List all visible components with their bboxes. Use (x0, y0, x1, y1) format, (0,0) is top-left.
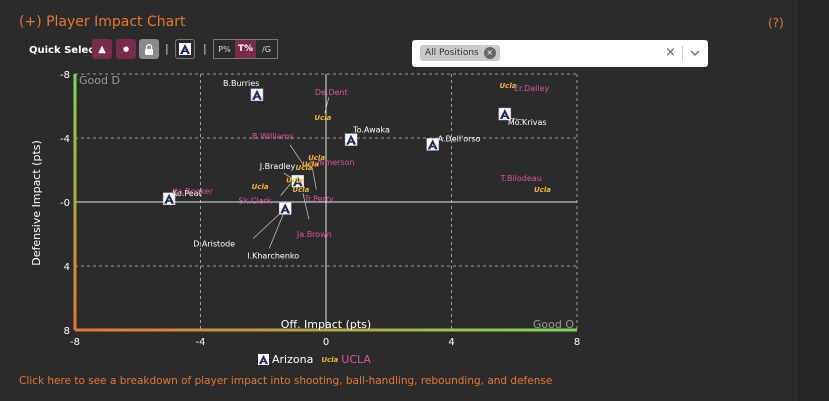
arizona-point (278, 202, 292, 215)
clear-selection-icon[interactable]: × (665, 45, 676, 60)
ucla-logo-icon: Ucla (321, 355, 339, 364)
y-tick-label: 4 (64, 262, 70, 273)
lock-filter-button[interactable] (139, 39, 159, 59)
point-label: To.Awaka (352, 126, 390, 135)
ucla-point: Ucla (286, 177, 303, 185)
ucla-point: Ucla (534, 186, 551, 194)
separator: | (203, 42, 207, 55)
arizona-point (162, 192, 176, 206)
point-label: B.Burries (223, 79, 259, 88)
point-label: J.Bradley (259, 162, 296, 171)
leader-line (268, 214, 284, 249)
quick-select-label: Quick Select: (29, 45, 104, 56)
point-label: Er.Dailey (514, 84, 550, 93)
y-axis-label: Defensive Impact (pts) (30, 140, 43, 266)
help-link[interactable]: (?) (768, 16, 784, 30)
y-tick-label: 8 (64, 326, 70, 337)
point-label: S.Jamerson (310, 158, 355, 167)
arizona-marker-hole (284, 207, 287, 210)
leader-line (324, 97, 330, 114)
ucla-point: Ucla (292, 186, 309, 194)
x-tick-label: 0 (323, 337, 329, 348)
ucla-point: Ucla (252, 183, 269, 191)
dot-filter-button[interactable]: ● (116, 39, 136, 59)
tag-label: All Positions (425, 48, 479, 58)
chart-legend: Arizona Ucla UCLA (258, 353, 371, 366)
legend-arizona[interactable]: Arizona (272, 353, 314, 366)
dot-icon: ● (122, 45, 130, 53)
leader-line (311, 167, 317, 190)
chevron-down-icon[interactable] (688, 46, 702, 60)
leader-line (252, 212, 282, 239)
x-tick-label: 8 (574, 337, 580, 348)
point-label: B.Williams (252, 132, 294, 141)
impact-scatter-chart: -8-4-048-8 -4 0 4 8 B.BurriesTo.AwakaA.Dell'… (30, 70, 580, 348)
separator: | (165, 42, 169, 55)
x-axis-label: Off. Impact (pts) (281, 318, 371, 331)
arizona-filter-button[interactable] (175, 39, 195, 59)
y-tick-label: -4 (60, 134, 70, 145)
breakdown-link[interactable]: Click here to see a breakdown of player … (19, 375, 553, 387)
y-tick-label: -8 (60, 70, 70, 81)
remove-tag-icon[interactable]: × (483, 47, 496, 59)
ucla-point: Ucla (499, 82, 516, 90)
arizona-logo-icon (258, 354, 269, 365)
page-right-gutter (797, 0, 829, 401)
legend-ucla[interactable]: UCLA (341, 353, 371, 366)
arizona-marker-hole (256, 94, 258, 97)
position-select[interactable]: All Positions × × (412, 40, 708, 67)
lock-icon (145, 43, 153, 55)
arizona-marker-hole (350, 139, 352, 142)
point-label: I.Kharchenko (247, 251, 299, 260)
leader-line (302, 193, 310, 220)
leader-line (280, 183, 291, 196)
y-tick-label: -0 (60, 198, 70, 209)
ucla-point: Ucla (302, 161, 319, 169)
x-tick-label: -4 (196, 337, 206, 348)
x-axis-line (75, 328, 577, 332)
ucla-point: Ucla (308, 154, 325, 162)
leader-line (508, 117, 523, 121)
impact-chart-panel: (+) Player Impact Chart (?) Quick Select… (19, 0, 798, 401)
arizona-point (498, 107, 512, 121)
x-tick-label: 4 (448, 337, 454, 348)
select-divider (682, 46, 683, 61)
arizona-marker-hole (431, 143, 434, 146)
arizona-marker-hole (168, 198, 171, 201)
y-axis-line (73, 74, 77, 330)
arizona-logo-icon (179, 43, 191, 55)
ucla-point: Ucla (314, 114, 331, 122)
toggle-t-percent[interactable]: T% (235, 40, 256, 58)
arizona-marker-hole (296, 180, 299, 183)
toggle-per-game[interactable]: /G (262, 44, 271, 54)
point-label: A.Dell'orso (438, 134, 481, 143)
arizona-point (250, 88, 264, 102)
point-label: Mo.Krivas (508, 118, 547, 127)
triangle-icon: ▲ (98, 43, 106, 55)
selected-position-tag: All Positions × (420, 45, 500, 61)
arizona-point (426, 138, 439, 151)
stat-mode-toggle-group: P% T% /G (213, 39, 278, 59)
arizona-marker-hole (503, 113, 506, 116)
triangle-filter-button[interactable]: ▲ (92, 39, 112, 59)
arizona-point (291, 174, 305, 188)
ucla-point: Ucla (296, 164, 313, 172)
leader-line (289, 144, 303, 163)
point-label: De.Dent (315, 88, 348, 97)
point-label: Ko.Peat (172, 189, 202, 198)
arizona-point (344, 133, 358, 146)
toggle-p-percent[interactable]: P% (218, 44, 231, 54)
point-label: Sk.Clark (239, 197, 272, 206)
point-label: Ja.Brown (296, 230, 332, 239)
point-label: T.Bilodeau (499, 174, 541, 183)
panel-title[interactable]: (+) Player Impact Chart (19, 14, 186, 30)
x-tick-label: -8 (70, 337, 80, 348)
leader-line (318, 158, 321, 162)
good-o-label: Good O (533, 318, 574, 331)
good-d-label: Good D (79, 74, 120, 87)
point-label: D.Aristode (193, 239, 235, 248)
point-label: Tr.Perry (303, 195, 334, 204)
point-label: Xa.Booker (172, 187, 213, 196)
